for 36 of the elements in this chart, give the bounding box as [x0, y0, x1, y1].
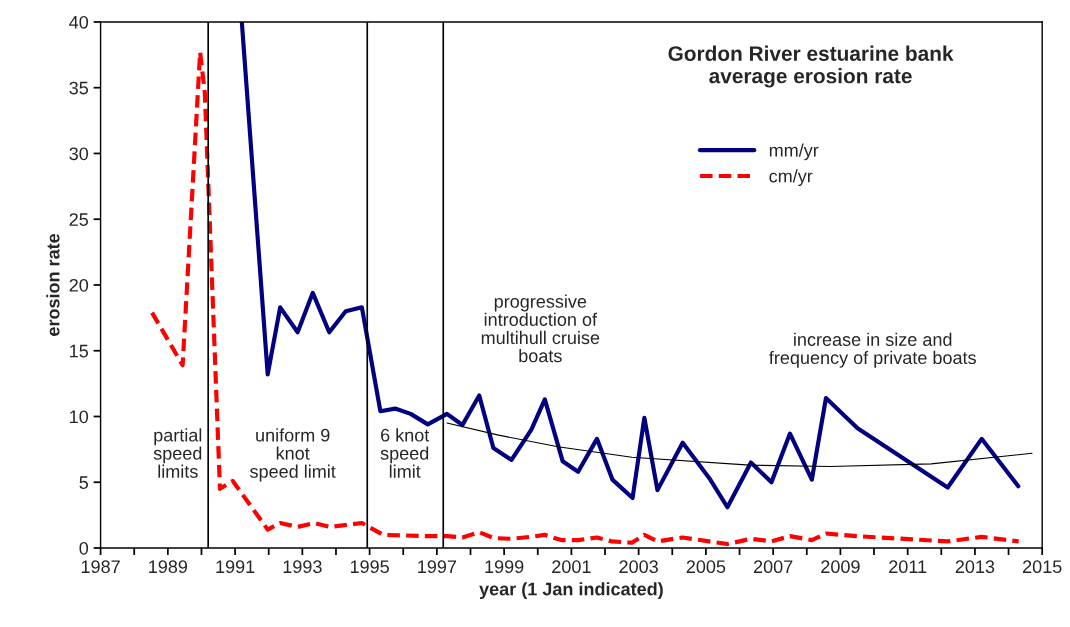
- line-series: [446, 422, 1033, 468]
- legend-label: cm/yr: [769, 169, 813, 187]
- annotation: partial speed limits: [153, 428, 202, 478]
- y-tick-label: 20: [69, 278, 89, 292]
- y-tick-label: 15: [70, 344, 89, 358]
- x-tick-label: 2001: [552, 560, 591, 574]
- x-tick-label: 1997: [418, 560, 457, 574]
- annotation: uniform 9 knot speed limit: [250, 428, 336, 482]
- x-tick-label: 1991: [216, 560, 255, 574]
- y-tick-label: 10: [70, 410, 89, 424]
- text: Gordon River estuarine bank average erosion rate: [668, 45, 954, 88]
- x-tick-label: 1993: [283, 560, 322, 574]
- annotation: 6 knot speed limit: [380, 428, 430, 478]
- x-tick-label: 2013: [955, 560, 995, 574]
- y-axis-title: erosion rate: [46, 233, 60, 336]
- x-tick-label: 2011: [889, 560, 927, 574]
- x-tick-label: 2015: [1023, 560, 1062, 574]
- y-tick-label: 40: [69, 15, 89, 29]
- x-tick-label: 1987: [81, 560, 120, 574]
- y-tick-label: 25: [69, 213, 89, 226]
- x-tick-label: 2005: [686, 560, 726, 574]
- y-tick-label: 30: [69, 147, 89, 161]
- x-tick-label: 1999: [485, 560, 524, 574]
- x-tick-label: 2003: [619, 560, 658, 574]
- y-tick-label: 35: [69, 81, 89, 95]
- x-tick-label: 1995: [350, 560, 389, 574]
- y-tick-label: 5: [79, 476, 89, 489]
- annotation: progressive introduction of multihull cruise boats: [481, 294, 600, 363]
- x-axis-title: year (1 Jan indicated): [479, 582, 663, 600]
- x-tick-label: 1989: [149, 560, 188, 574]
- x-tick-label: 2009: [821, 560, 860, 574]
- line-series: [239, 21, 1021, 510]
- legend-label: mm/yr: [769, 143, 819, 161]
- x-tick-label: 2007: [753, 560, 793, 574]
- y-tick-label: 0: [79, 541, 89, 555]
- annotation: increase in size and frequency of private boats: [769, 332, 976, 368]
